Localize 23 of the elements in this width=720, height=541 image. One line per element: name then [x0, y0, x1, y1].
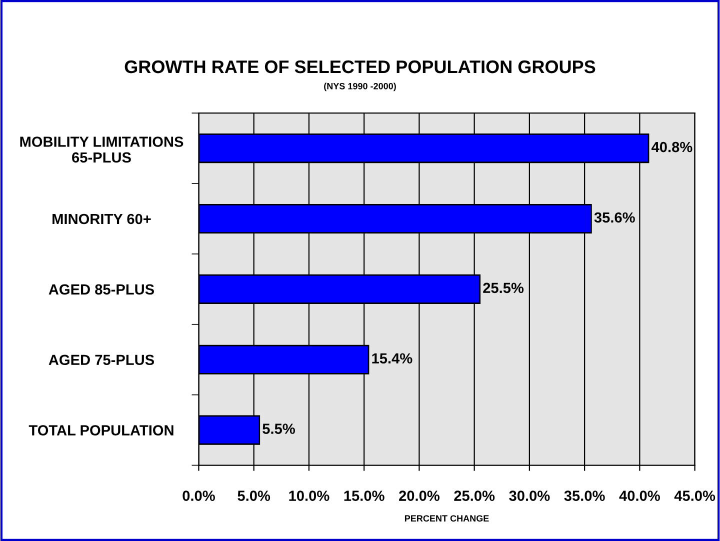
x-tick-label: 0.0%	[182, 490, 215, 501]
x-tick-label: 5.0%	[238, 490, 270, 501]
data-label: 40.8%	[652, 142, 692, 152]
x-tick-label: 10.0%	[289, 490, 330, 501]
x-tick-label: 25.0%	[454, 490, 495, 501]
x-tick-label: 45.0%	[674, 490, 716, 501]
x-axis-title: PERCENT CHANGE	[404, 515, 489, 522]
y-tick-label: MINORITY 60+	[52, 214, 151, 224]
chart-subtitle: (NYS 1990 -2000)	[324, 82, 396, 92]
y-tick-label: TOTAL POPULATION	[28, 425, 174, 436]
x-tick-label: 20.0%	[399, 490, 440, 501]
chart-title: GROWTH RATE OF SELECTED POPULATION GROUPS	[124, 60, 596, 74]
x-tick-label: 30.0%	[509, 490, 550, 501]
data-label: 5.5%	[262, 424, 295, 434]
x-tick-label: 35.0%	[564, 490, 605, 501]
x-tick-label: 40.0%	[619, 490, 660, 501]
data-label: 15.4%	[372, 353, 412, 364]
y-tick-label: AGED 85-PLUS	[48, 284, 154, 295]
data-label: 35.6%	[594, 212, 635, 223]
x-tick-label: 15.0%	[344, 490, 384, 501]
y-tick-label: MOBILITY LIMITATIONS 65-PLUS	[20, 136, 184, 163]
y-tick-label: AGED 75-PLUS	[48, 354, 154, 366]
data-label: 25.5%	[483, 282, 524, 294]
